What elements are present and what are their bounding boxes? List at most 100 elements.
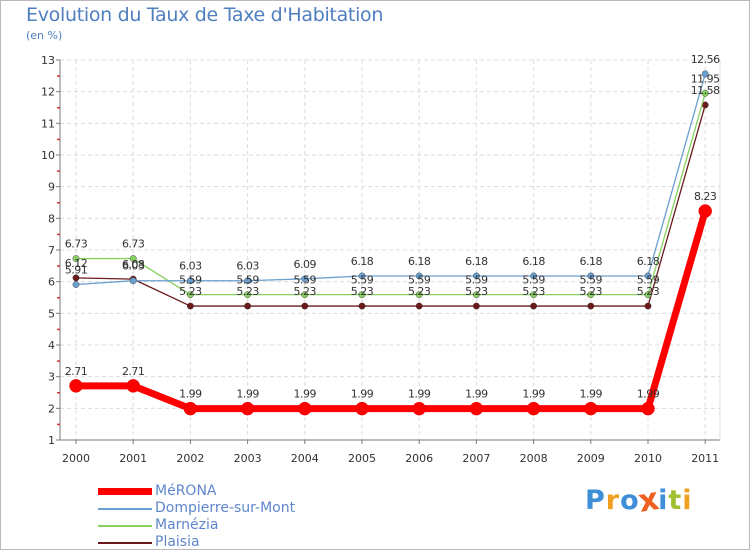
data-label-m-rona-2003: 1.99 — [236, 388, 259, 401]
legend-item-marnezia: Marnézia — [98, 517, 418, 535]
data-label-dompierre-sur-mont-2003: 6.03 — [236, 260, 259, 273]
data-point-dompierre-sur-mont-2007 — [472, 272, 480, 280]
data-point-marn-zia-2001 — [129, 255, 137, 262]
data-label-plaisia-2008: 5.23 — [522, 285, 545, 298]
data-point-marn-zia-2004 — [301, 291, 309, 299]
data-point-dompierre-sur-mont-2008 — [530, 272, 537, 280]
y-minor-tick — [57, 360, 60, 362]
x-tick-label-2007: 2007 — [462, 452, 490, 465]
data-point-marn-zia-2007 — [472, 291, 480, 299]
data-label-m-rona-2000: 2.71 — [65, 365, 88, 378]
data-point-dompierre-sur-mont-2000 — [72, 281, 80, 288]
data-label-marn-zia-2003: 5.59 — [236, 274, 259, 287]
y-tick-label-1: 1 — [48, 434, 55, 447]
x-tick-label-2004: 2004 — [291, 452, 319, 465]
data-label-dompierre-sur-mont-2004: 6.09 — [294, 258, 317, 271]
data-point-plaisia-2004 — [301, 302, 309, 310]
y-tick-label-10: 10 — [41, 149, 55, 162]
data-point-m-rona-2005 — [355, 401, 369, 416]
data-point-dompierre-sur-mont-2003 — [244, 277, 252, 285]
y-minor-tick — [57, 233, 60, 236]
data-label-m-rona-2010: 1.99 — [637, 388, 660, 401]
y-tick-label-3: 3 — [48, 371, 55, 384]
data-label-m-rona-2007: 1.99 — [465, 388, 488, 401]
y-minor-tick — [57, 265, 60, 267]
data-point-m-rona-2004 — [298, 401, 312, 416]
x-tick-label-2006: 2006 — [405, 452, 433, 465]
data-label-marn-zia-2008: 5.59 — [522, 274, 545, 287]
legend-swatch-marnezia — [98, 525, 152, 527]
y-tick-label-13: 13 — [41, 54, 55, 67]
data-point-marn-zia-2011 — [701, 89, 709, 97]
series-line-dompierre-sur-mont — [75, 73, 706, 286]
series-line-marn-zia — [76, 93, 706, 296]
data-point-plaisia-2009 — [587, 302, 595, 310]
data-label-plaisia-2001: 6.08 — [122, 258, 145, 271]
data-label-dompierre-sur-mont-2009: 6.18 — [580, 255, 603, 268]
y-minor-tick — [57, 297, 60, 299]
data-point-dompierre-sur-mont-2004 — [301, 275, 309, 283]
y-minor-tick — [57, 170, 60, 172]
data-point-m-rona-2002 — [183, 401, 198, 416]
data-label-marn-zia-2001: 6.73 — [122, 238, 145, 251]
data-label-m-rona-2011: 8.23 — [694, 190, 717, 203]
data-label-plaisia-2005: 5.23 — [351, 285, 374, 298]
y-minor-tick — [57, 202, 60, 204]
data-label-plaisia-2004: 5.23 — [294, 285, 317, 298]
data-label-plaisia-2009: 5.23 — [580, 285, 603, 298]
data-label-dompierre-sur-mont-2002: 6.03 — [179, 260, 202, 273]
series-line-plaisia — [75, 104, 706, 307]
data-point-marn-zia-2003 — [244, 291, 252, 299]
data-label-dompierre-sur-mont-2001: 6.03 — [122, 260, 145, 273]
data-point-marn-zia-2005 — [358, 291, 366, 299]
data-point-plaisia-2008 — [530, 302, 537, 310]
data-point-m-rona-2000 — [69, 379, 83, 393]
y-tick-label-6: 6 — [48, 276, 55, 289]
data-label-marn-zia-2006: 5.59 — [408, 274, 431, 287]
legend-item-plaisia: Plaisia — [98, 534, 418, 552]
y-tick-label-12: 12 — [41, 86, 55, 99]
data-point-dompierre-sur-mont-2009 — [587, 272, 595, 280]
data-label-marn-zia-2005: 5.59 — [351, 274, 374, 287]
data-label-m-rona-2008: 1.99 — [522, 388, 545, 401]
x-tick-label-2000: 2000 — [62, 452, 90, 465]
legend-swatch-dompierre — [98, 508, 152, 510]
data-label-marn-zia-2002: 5.59 — [179, 274, 202, 287]
x-tick-label-2009: 2009 — [577, 452, 605, 465]
data-point-plaisia-2000 — [72, 274, 80, 282]
data-label-m-rona-2009: 1.99 — [580, 388, 603, 401]
legend-swatch-plaisia — [98, 542, 152, 544]
logo-letter: i — [658, 485, 669, 516]
legend-item-merona: MéRONA — [98, 483, 418, 501]
data-label-marn-zia-2011: 11.95 — [691, 72, 720, 85]
data-point-dompierre-sur-mont-2011 — [701, 70, 709, 78]
logo-letter: o — [620, 485, 640, 516]
data-point-plaisia-2002 — [186, 302, 194, 310]
y-minor-tick — [57, 138, 60, 141]
data-label-plaisia-2000: 6.12 — [65, 257, 88, 270]
data-point-dompierre-sur-mont-2001 — [129, 277, 137, 285]
x-tick-label-2002: 2002 — [176, 452, 204, 465]
data-point-plaisia-2006 — [415, 302, 423, 310]
logo-letter: i — [682, 485, 693, 516]
data-point-marn-zia-2008 — [530, 291, 537, 299]
series-line-m-rona — [76, 210, 709, 413]
logo-letter: r — [605, 485, 621, 516]
data-point-m-rona-2009 — [584, 401, 598, 416]
data-label-plaisia-2002: 5.23 — [179, 285, 202, 298]
y-tick-label-2: 2 — [48, 402, 55, 415]
data-label-dompierre-sur-mont-2011: 12.56 — [691, 53, 720, 66]
data-label-plaisia-2003: 5.23 — [236, 285, 259, 298]
proxiti-logo: Proxiti — [585, 481, 693, 520]
y-minor-tick — [57, 328, 60, 331]
data-point-marn-zia-2006 — [415, 291, 423, 299]
data-point-plaisia-2003 — [244, 302, 252, 310]
data-label-marn-zia-2007: 5.59 — [465, 274, 488, 287]
y-tick-label-9: 9 — [48, 181, 55, 194]
data-label-m-rona-2006: 1.99 — [408, 388, 431, 401]
data-label-dompierre-sur-mont-2010: 6.18 — [637, 255, 660, 268]
x-tick-label-2008: 2008 — [520, 452, 548, 465]
data-label-plaisia-2007: 5.23 — [465, 285, 488, 298]
y-tick-label-5: 5 — [48, 307, 55, 320]
